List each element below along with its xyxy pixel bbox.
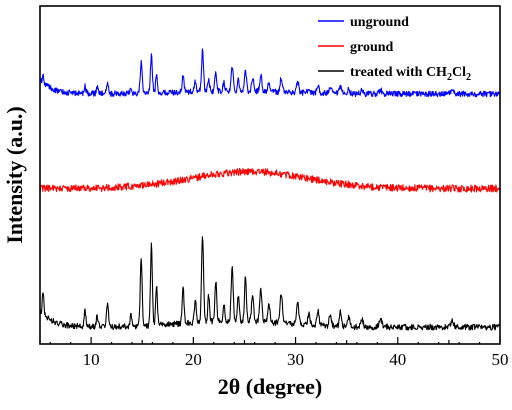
x-axis-ticks xyxy=(39,337,501,344)
x-axis-tick-labels: 10 20 30 40 50 xyxy=(83,350,509,369)
legend-label-treated: treated with CH2Cl2 xyxy=(350,65,471,83)
plot-frame xyxy=(39,5,501,345)
x-tick-label: 10 xyxy=(83,350,100,369)
series-line-unground xyxy=(40,48,500,98)
legend-label-ground: ground xyxy=(350,40,394,55)
series-layer xyxy=(40,48,500,331)
legend: unground ground treated with CH2Cl2 xyxy=(318,15,471,83)
x-tick-label: 20 xyxy=(185,350,202,369)
series-line-ground xyxy=(40,167,500,193)
y-axis-title: Intensity (a.u.) xyxy=(2,106,27,244)
x-tick-label: 40 xyxy=(389,350,406,369)
x-axis-title: 2θ (degree) xyxy=(218,374,323,399)
series-line-treated-with-ch2cl2 xyxy=(40,236,500,331)
x-tick-label: 50 xyxy=(492,350,509,369)
legend-label-unground: unground xyxy=(350,15,409,30)
x-tick-label: 30 xyxy=(287,350,304,369)
